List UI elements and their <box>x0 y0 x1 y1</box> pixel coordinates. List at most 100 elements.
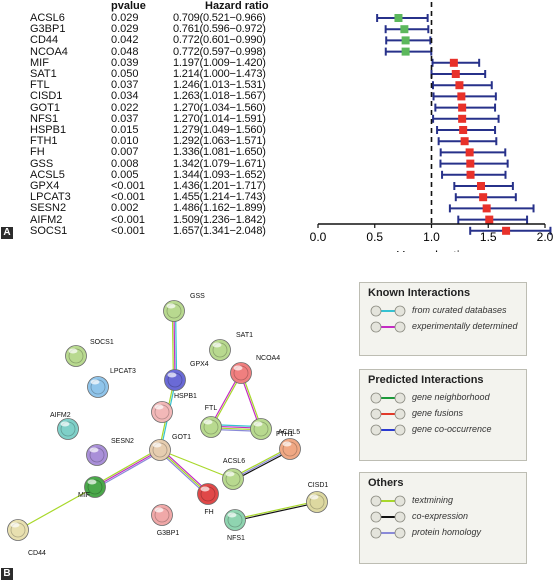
x-tick-label: 2.0 <box>537 230 554 244</box>
table-row: FTH1 0.010 1.292(1.063−1.571) <box>0 135 320 147</box>
hr-point <box>479 193 488 202</box>
node-fh[interactable] <box>197 483 219 505</box>
network-edge <box>94 449 161 488</box>
gene-name: LPCAT3 <box>30 191 71 204</box>
node-cisd1[interactable] <box>306 491 328 513</box>
legend-others: Others textmining co-expression protein ho… <box>359 472 527 564</box>
network-edge <box>235 502 318 522</box>
gene-name: FH <box>30 146 45 159</box>
pvalue-cell: 0.029 <box>111 12 139 24</box>
gene-name: ACSL6 <box>30 12 65 24</box>
node-label: SAT1 <box>236 332 253 339</box>
pvalue-cell: 0.034 <box>111 90 139 103</box>
node-fth1[interactable] <box>250 418 272 440</box>
hr-point <box>460 137 469 146</box>
table-row: SESN2 0.002 1.486(1.162−1.899) <box>0 202 320 214</box>
hr-point <box>466 159 475 168</box>
gene-name: ACSL5 <box>30 168 65 181</box>
pvalue-cell: 0.022 <box>111 101 139 114</box>
node-lpcat3[interactable] <box>87 376 109 398</box>
legend-text: gene neighborhood <box>412 392 490 402</box>
legend-item: gene co-occurrence <box>360 422 526 438</box>
gene-name: CISD1 <box>30 90 63 103</box>
legend-item: co-expression <box>360 509 526 525</box>
network-edge <box>234 500 317 520</box>
pvalue-cell: 0.002 <box>111 202 139 215</box>
node-aifm2[interactable] <box>57 418 79 440</box>
legend-swatch <box>370 392 406 404</box>
pvalue-cell: <0.001 <box>111 213 145 226</box>
gene-name: AIFM2 <box>30 213 63 226</box>
legend-swatch <box>370 305 406 317</box>
node-mif[interactable] <box>84 476 106 498</box>
hr-point <box>455 81 464 90</box>
hazard-ratio-cell: 1.270(1.034−1.560) <box>173 101 266 114</box>
table-row: CD44 0.042 0.772(0.601−0.990) <box>0 34 320 46</box>
node-label: ACSL6 <box>223 458 245 465</box>
table-row: SAT1 0.050 1.214(1.000−1.473) <box>0 68 320 80</box>
network-edge <box>173 310 176 381</box>
node-label: FTL <box>205 405 218 412</box>
table-row: GSS 0.008 1.342(1.079−1.671) <box>0 158 320 170</box>
hr-point <box>485 215 494 224</box>
table-row: NCOA4 0.048 0.772(0.597−0.998) <box>0 46 320 58</box>
legend-text: gene co-occurrence <box>412 424 492 434</box>
node-cd44[interactable] <box>7 519 29 541</box>
node-label: GPX4 <box>190 361 209 368</box>
gene-name: NCOA4 <box>30 45 68 58</box>
forest-plot-panel: pvalue Hazard ratio ACSL6 0.029 0.709(0.52… <box>0 0 557 258</box>
legend-swatch <box>370 321 406 333</box>
gene-name: MIF <box>30 56 49 69</box>
pvalue-cell: 0.005 <box>111 168 139 181</box>
node-hspb1[interactable] <box>151 401 173 423</box>
network-edge <box>160 448 210 494</box>
node-ncoa4[interactable] <box>230 362 252 384</box>
legend-swatch <box>370 495 406 507</box>
hr-point <box>457 92 466 101</box>
legend-swatch <box>370 511 406 523</box>
node-socs1[interactable] <box>65 345 87 367</box>
table-row: AIFM2 <0.001 1.509(1.236−1.842) <box>0 214 320 226</box>
node-label: CISD1 <box>308 482 329 489</box>
hazard-ratio-cell: 1.263(1.018−1.567) <box>173 90 266 103</box>
legend-known-title: Known Interactions <box>368 287 471 299</box>
hr-point <box>458 103 467 112</box>
node-gpx4[interactable] <box>164 369 186 391</box>
hr-point <box>458 114 467 123</box>
string-network: GSS SOCS1 SAT1 LPCAT3 GPX4 NCOA4 HSPB1 AIFM2 FTL… <box>7 293 329 557</box>
node-nfs1[interactable] <box>224 509 246 531</box>
node-sat1[interactable] <box>209 339 231 361</box>
table-row: G3BP1 0.029 0.761(0.596−0.972) <box>0 23 320 35</box>
node-gss[interactable] <box>163 300 185 322</box>
hazard-ratio-cell: 1.486(1.162−1.899) <box>173 202 266 215</box>
table-row: GOT1 0.022 1.270(1.034−1.560) <box>0 102 320 114</box>
hazard-ratio-cell: 0.772(0.601−0.990) <box>173 34 266 47</box>
gene-name: GSS <box>30 157 54 170</box>
network-edge <box>174 310 178 380</box>
network-edge <box>17 486 96 531</box>
node-acsl6[interactable] <box>222 468 244 490</box>
gene-name: HSPB1 <box>30 124 67 136</box>
hazard-ratio-cell: 1.344(1.093−1.652) <box>173 168 266 181</box>
node-ftl[interactable] <box>200 416 222 438</box>
hr-point <box>400 25 409 34</box>
hazard-ratio-cell: 1.657(1.341−2.048) <box>173 224 266 237</box>
gene-name: G3BP1 <box>30 23 66 36</box>
hr-point <box>482 204 491 213</box>
node-sesn2[interactable] <box>86 444 108 466</box>
network-edge <box>159 449 234 480</box>
node-label: NCOA4 <box>256 355 280 362</box>
legend-item: from curated databases <box>360 303 526 319</box>
node-acsl5[interactable] <box>279 438 301 460</box>
pvalue-cell: 0.008 <box>111 157 139 170</box>
node-g3bp1[interactable] <box>151 504 173 526</box>
node-label: AIFM2 <box>50 412 71 419</box>
hr-point <box>451 70 460 78</box>
hazard-ratio-cell: 0.709(0.521−0.966) <box>173 12 266 24</box>
hazard-ratio-cell: 1.197(1.009−1.420) <box>173 56 266 69</box>
node-got1[interactable] <box>149 439 171 461</box>
network-edge <box>95 450 162 489</box>
hazard-ratio-cell: 1.214(1.000−1.473) <box>173 68 266 80</box>
node-label: SOCS1 <box>90 339 114 346</box>
pvalue-cell: 0.007 <box>111 146 139 159</box>
